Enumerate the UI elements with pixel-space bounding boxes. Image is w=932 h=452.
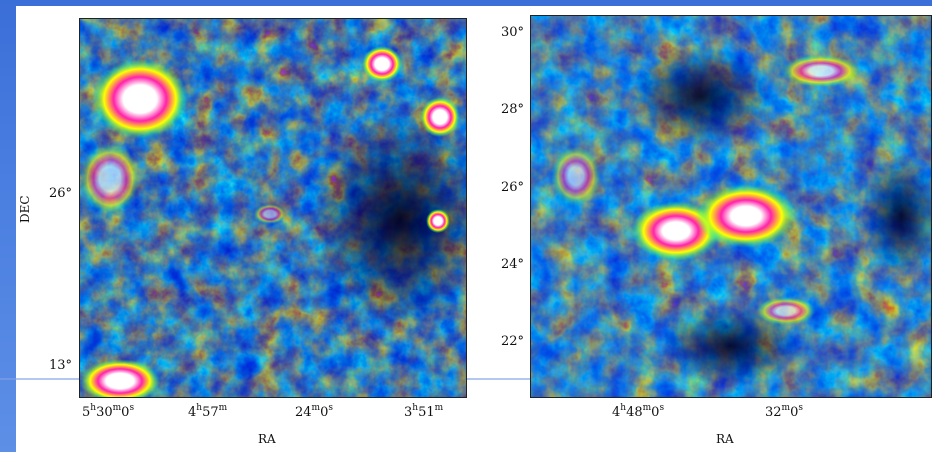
- right-y-tick-26: 26°: [500, 180, 524, 195]
- right-bright-cloud-5: [756, 297, 816, 325]
- left-bright-cloud-5: [426, 209, 450, 233]
- right-x-tick-1: 4h48m0s: [612, 403, 665, 420]
- left-bright-cloud-3: [362, 46, 402, 82]
- left-bright-cloud-6: [80, 359, 160, 397]
- left-y-tick-13: 13°: [48, 358, 72, 373]
- left-x-tick-4: 3h51m: [404, 403, 444, 420]
- left-y-axis-title: DEC: [18, 195, 32, 223]
- left-bright-cloud-2: [80, 144, 140, 214]
- left-x-tick-1: 5h30m0s: [82, 403, 135, 420]
- right-bright-cloud-3: [781, 55, 861, 87]
- left-bright-cloud-4: [420, 97, 460, 137]
- right-y-tick-24: 24°: [500, 257, 524, 272]
- left-x-axis-title: RA: [258, 432, 276, 446]
- right-y-tick-22: 22°: [500, 334, 524, 349]
- right-dark-region-3: [661, 306, 801, 386]
- left-x-tick-2: 4h57m: [188, 403, 228, 420]
- left-intensity-image: [80, 19, 466, 397]
- left-x-tick-3: 24m0s: [295, 403, 333, 420]
- left-y-tick-26: 26°: [48, 186, 72, 201]
- right-sky-map: [530, 15, 932, 398]
- right-intensity-image: [531, 16, 931, 397]
- right-bright-cloud-4: [551, 146, 601, 206]
- left-bright-cloud-1: [92, 59, 188, 139]
- right-dark-region-2: [861, 156, 931, 276]
- right-y-tick-30: 30°: [500, 25, 524, 40]
- right-bright-cloud-2: [696, 184, 796, 248]
- right-x-tick-2: 32m0s: [765, 403, 803, 420]
- right-x-axis-title: RA: [716, 432, 734, 446]
- left-sky-map: [79, 18, 467, 398]
- left-bright-cloud-7: [254, 204, 286, 224]
- right-y-tick-28: 28°: [500, 102, 524, 117]
- right-dark-region-1: [631, 46, 771, 146]
- left-dark-region: [310, 109, 466, 329]
